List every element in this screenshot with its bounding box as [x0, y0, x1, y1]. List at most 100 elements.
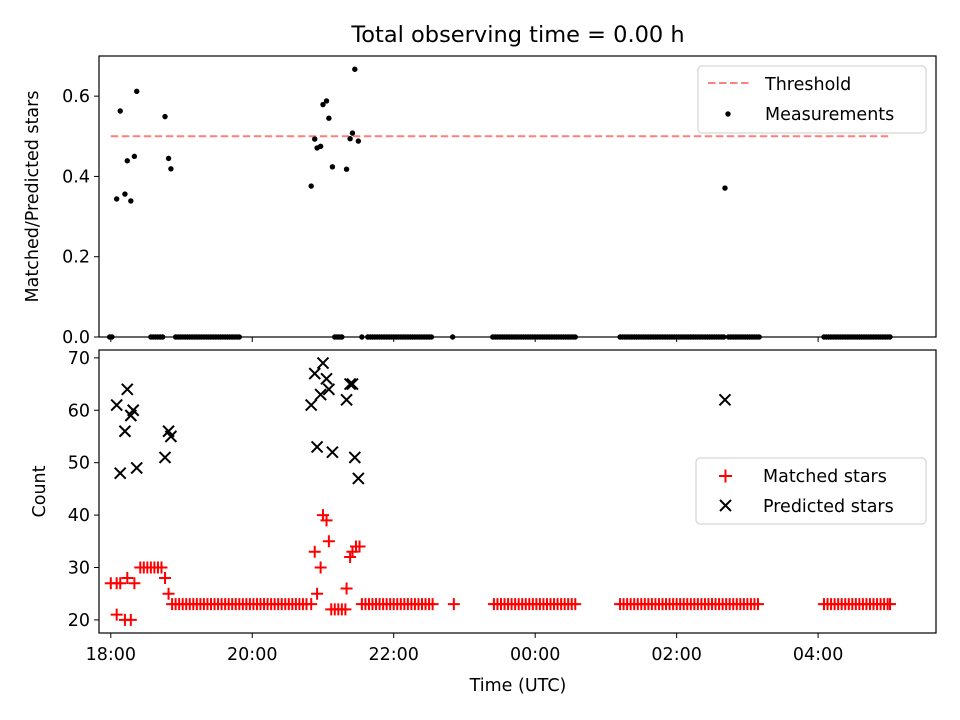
- matched-star-marker: [751, 598, 764, 611]
- matched-star-marker: [314, 561, 327, 574]
- matched-star-marker: [353, 540, 366, 553]
- count-y-tick-label: 60: [68, 401, 90, 421]
- measurement-point: [320, 101, 326, 108]
- measurement-point: [355, 138, 362, 144]
- predicted-star-marker: [304, 398, 318, 412]
- measurement-point: [162, 113, 168, 120]
- measurements-legend-marker: [725, 111, 731, 117]
- predicted-star-marker: [118, 425, 132, 438]
- matched-star-marker: [305, 598, 318, 611]
- count-plot-frame: [98, 349, 937, 634]
- predicted-star-marker: [310, 440, 324, 454]
- measurement-point: [308, 183, 314, 189]
- matched-stars-legend-label: Matched stars: [763, 467, 887, 487]
- predicted-star-marker: [130, 461, 143, 475]
- matched-star-marker: [311, 587, 324, 600]
- predicted-star-marker: [346, 377, 359, 391]
- count-y-tick-label: 40: [68, 506, 90, 526]
- predicted-star-marker: [314, 388, 327, 401]
- predicted-stars-legend-label: Predicted stars: [763, 497, 894, 517]
- ratio-y-tick-label: 0.4: [62, 167, 90, 187]
- matched-star-marker: [569, 598, 582, 611]
- predicted-star-marker: [110, 398, 123, 412]
- measurement-point: [113, 196, 120, 202]
- predicted-star-marker: [126, 404, 140, 417]
- measurement-point: [168, 166, 174, 172]
- predicted-star-marker: [308, 367, 321, 380]
- predicted-star-marker: [326, 445, 339, 459]
- matched-star-marker: [124, 613, 137, 626]
- count-plot-marks: [104, 356, 897, 626]
- matched-star-marker: [121, 571, 134, 584]
- matched-star-marker: [114, 577, 127, 590]
- count-panel: 20 30 40 50 60 70 18:00 20:00 22:00 00:00 02:00 04:…: [30, 349, 937, 696]
- predicted-star-marker: [718, 393, 732, 406]
- matched-star-marker: [322, 535, 335, 548]
- predicted-star-marker: [343, 377, 357, 391]
- ratio-y-axis: 0.0 0.2 0.4 0.6: [62, 87, 819, 348]
- predicted-star-marker: [348, 451, 362, 464]
- measurement-point: [329, 164, 336, 170]
- ratio-y-tick-label: 0.6: [62, 87, 90, 107]
- ratio-legend-box: [697, 65, 927, 134]
- measurement-point: [343, 166, 350, 172]
- matched-star-marker: [344, 551, 357, 564]
- matched-star-marker: [110, 608, 123, 621]
- measurement-point: [117, 108, 123, 114]
- ratio-y-tick-label: 0.2: [62, 248, 90, 268]
- predicted-star-marker: [158, 451, 172, 464]
- measurement-point: [349, 130, 356, 136]
- x-tick-label: 22:00: [368, 645, 418, 665]
- x-tick-label: 00:00: [510, 645, 560, 665]
- ratio-panel: 0.0 0.2 0.4 0.6 Matched/Predicted stars Thr…: [23, 55, 937, 348]
- x-tick-label: 20:00: [227, 645, 277, 665]
- ratio-y-axis-label: Matched/Predicted stars: [23, 91, 43, 303]
- matched-star-marker: [308, 545, 321, 558]
- ratio-plot-frame: [98, 55, 937, 338]
- measurement-point: [122, 191, 128, 197]
- matched-star-marker: [340, 582, 353, 595]
- measurements-legend-label: Measurements: [765, 105, 894, 125]
- matched-star-marker: [884, 598, 897, 611]
- x-tick-label: 04:00: [793, 645, 843, 665]
- threshold-legend-label: Threshold: [764, 75, 851, 95]
- measurement-point: [128, 198, 134, 204]
- matched-star-marker: [155, 561, 168, 574]
- matched-star-marker: [128, 577, 141, 590]
- measurement-point: [326, 115, 332, 121]
- count-y-axis-label: Count: [30, 465, 50, 517]
- predicted-star-marker: [352, 472, 365, 485]
- count-axes: 20 30 40 50 60 70 18:00 20:00 22:00 00:00 02:00 04:…: [68, 349, 844, 665]
- predicted-star-marker: [114, 466, 127, 480]
- x-tick-label: 02:00: [651, 645, 701, 665]
- measurement-point: [323, 98, 330, 104]
- measurement-point: [722, 185, 728, 191]
- predicted-stars-legend-marker: [719, 499, 732, 512]
- measurement-point: [124, 158, 130, 164]
- measurement-point: [134, 88, 140, 95]
- predicted-star-marker: [322, 383, 336, 396]
- measurement-point: [165, 155, 172, 162]
- matched-star-marker: [426, 598, 439, 611]
- predicted-star-marker: [340, 393, 353, 406]
- measurement-point: [317, 143, 324, 150]
- matched-star-marker: [162, 587, 175, 600]
- matched-star-marker: [447, 598, 460, 611]
- predicted-star-marker: [164, 430, 178, 443]
- x-axis-label: Time (UTC): [469, 676, 567, 696]
- matched-stars-legend-marker: [719, 469, 732, 483]
- ratio-y-tick-label: 0.0: [62, 328, 90, 348]
- x-tick-label: 18:00: [86, 645, 136, 665]
- measurement-point: [352, 66, 358, 72]
- ratio-legend: Threshold Measurements: [697, 65, 927, 134]
- count-legend-box: [695, 457, 927, 525]
- measurement-point: [347, 135, 353, 142]
- matched-star-marker: [339, 603, 352, 616]
- measurement-point: [312, 136, 318, 142]
- predicted-star-marker: [121, 383, 134, 396]
- chart-title: Total observing time = 0.00 h: [350, 22, 684, 48]
- count-y-tick-label: 30: [68, 558, 90, 578]
- ratio-plot-marks: [106, 66, 893, 340]
- count-legend: Matched stars Predicted stars: [695, 457, 927, 525]
